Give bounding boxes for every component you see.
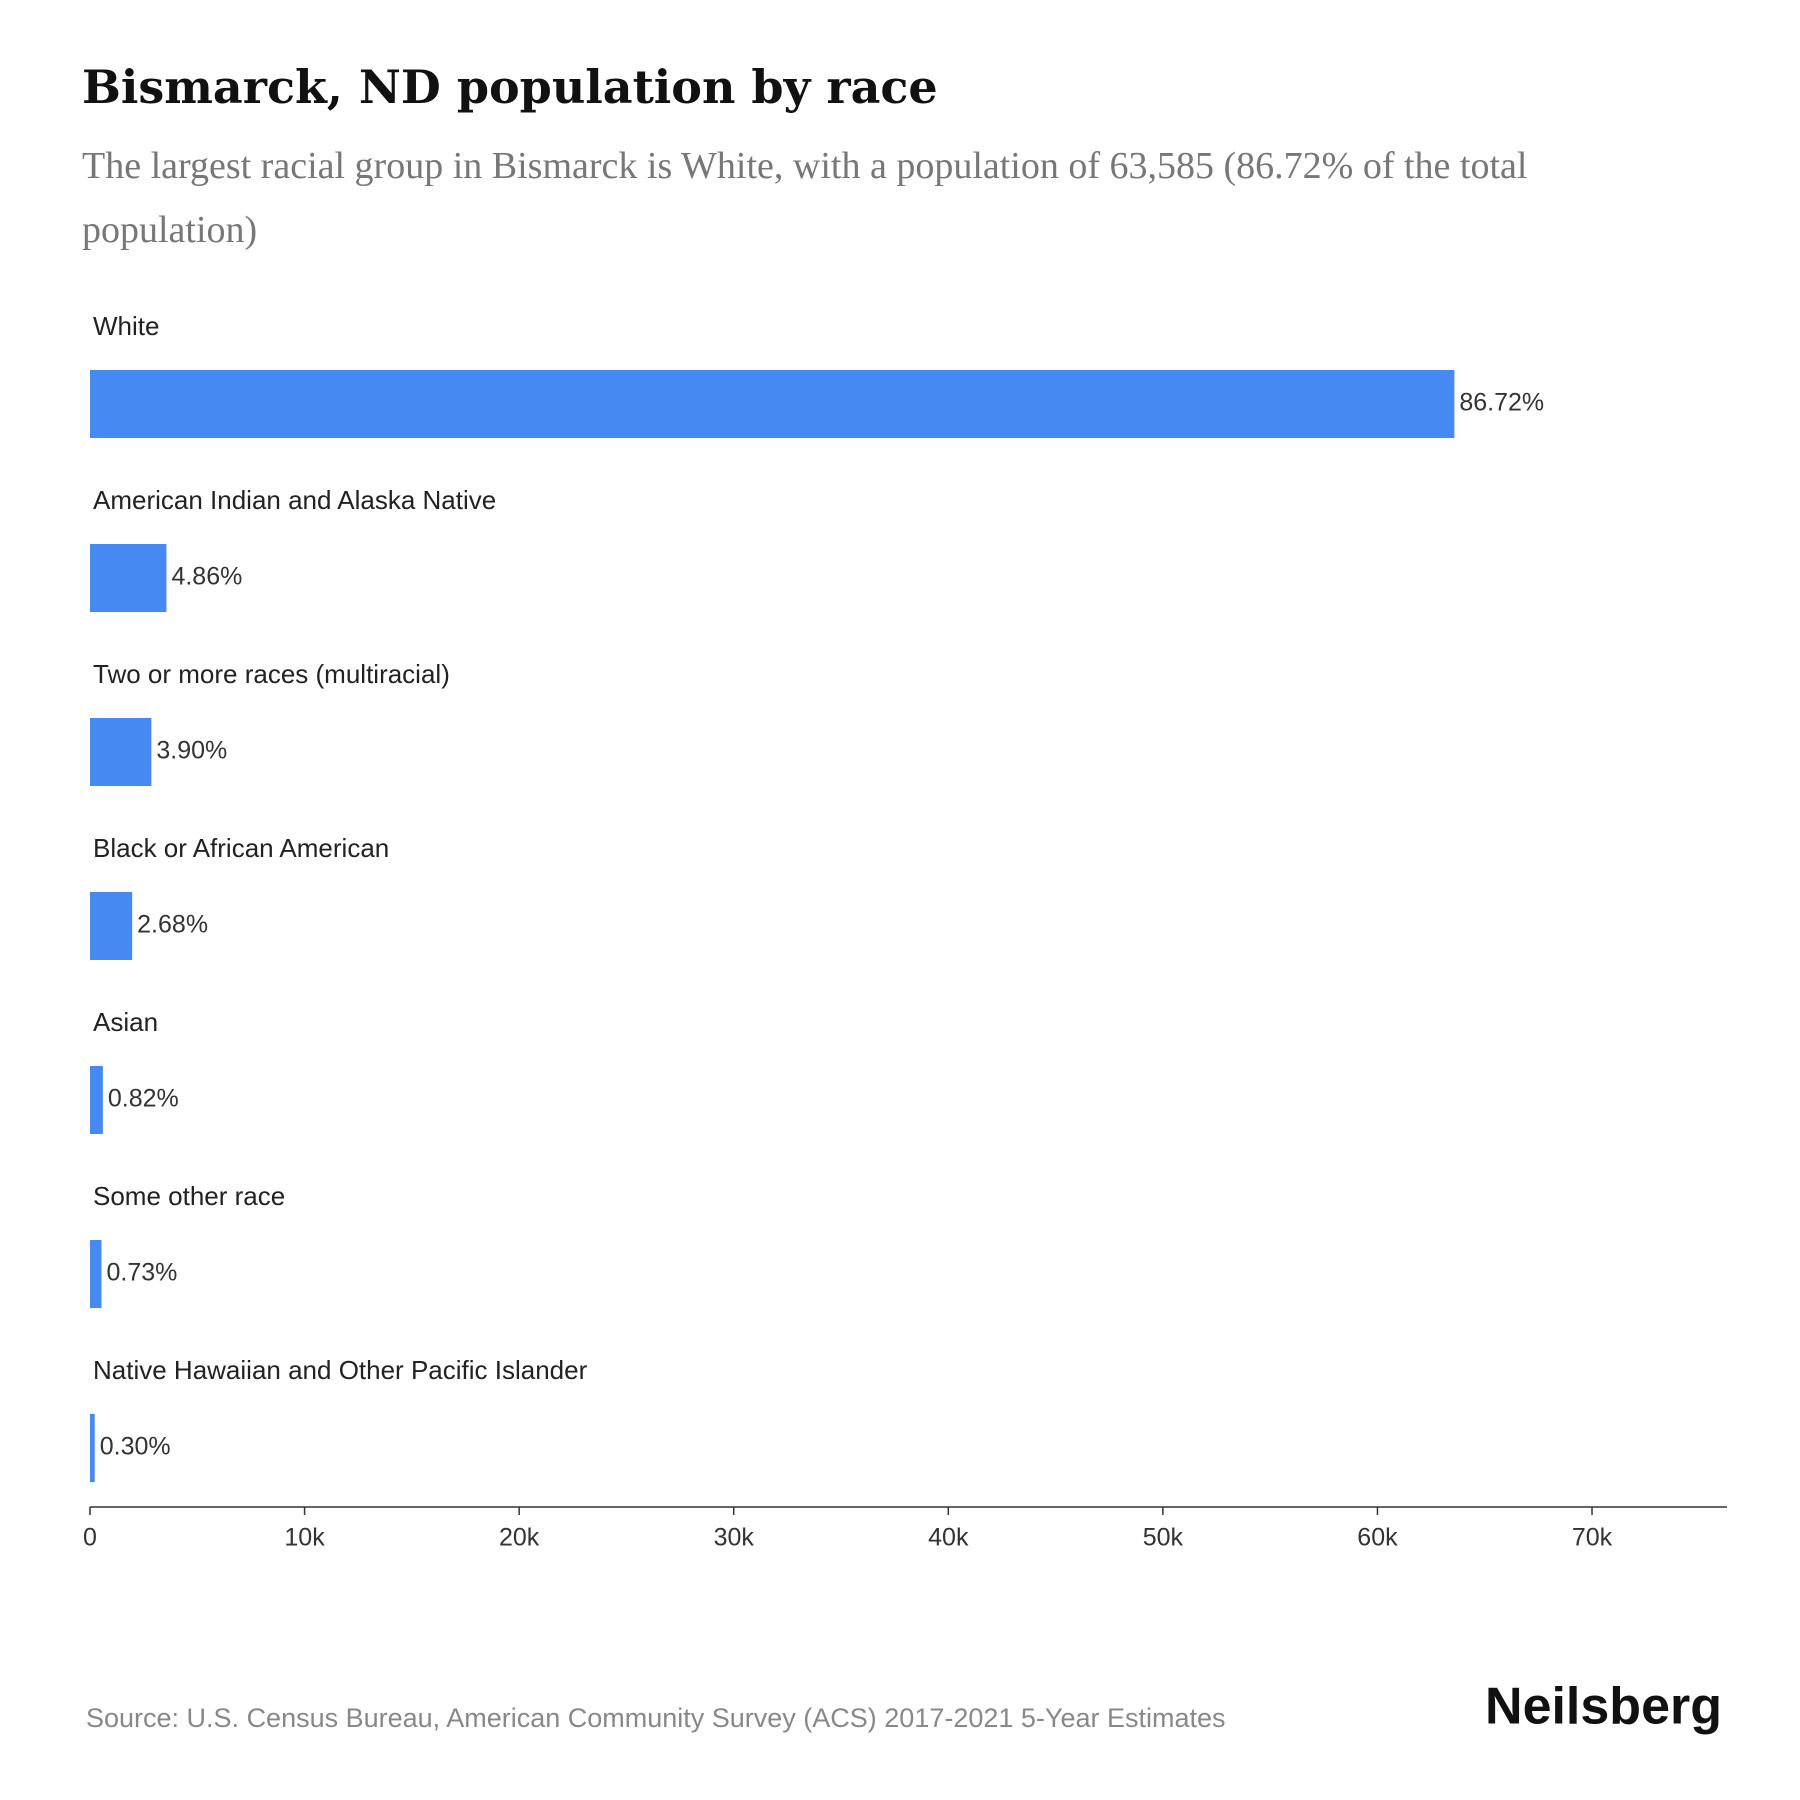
category-label: American Indian and Alaska Native xyxy=(93,485,496,515)
value-label: 2.68% xyxy=(137,911,208,939)
category-label: Some other race xyxy=(93,1181,285,1211)
value-label: 86.72% xyxy=(1459,389,1544,417)
bar xyxy=(90,1066,103,1134)
value-label: 0.30% xyxy=(100,1433,171,1461)
value-label: 4.86% xyxy=(171,563,242,591)
x-tick-label: 30k xyxy=(714,1524,755,1552)
x-tick-label: 60k xyxy=(1357,1524,1398,1552)
x-tick-label: 50k xyxy=(1143,1524,1184,1552)
category-label: Asian xyxy=(93,1007,158,1037)
bar xyxy=(90,370,1455,438)
source: Source: U.S. Census Bureau, American Com… xyxy=(86,1703,1226,1733)
x-tick-label: 10k xyxy=(284,1524,325,1552)
category-label: Black or African American xyxy=(93,833,389,863)
x-tick-label: 40k xyxy=(928,1524,969,1552)
x-tick-label: 0 xyxy=(83,1524,97,1552)
bar xyxy=(90,718,152,786)
bar xyxy=(90,544,167,612)
bar xyxy=(90,1240,102,1308)
category-label: Two or more races (multiracial) xyxy=(93,659,450,689)
bar xyxy=(90,892,133,960)
bar xyxy=(90,1414,95,1482)
value-label: 0.73% xyxy=(106,1259,177,1287)
category-label: Native Hawaiian and Other Pacific Island… xyxy=(93,1355,588,1385)
chart-title: Bismarck, ND population by race xyxy=(82,60,938,114)
x-tick-label: 70k xyxy=(1572,1524,1613,1552)
value-label: 3.90% xyxy=(156,737,227,765)
value-label: 0.82% xyxy=(108,1085,179,1113)
x-tick-label: 20k xyxy=(499,1524,540,1552)
brand-logo: Neilsberg xyxy=(1485,1678,1722,1736)
category-label: White xyxy=(93,311,159,341)
chart-subtitle: The largest racial group in Bismarck is … xyxy=(82,145,1528,251)
